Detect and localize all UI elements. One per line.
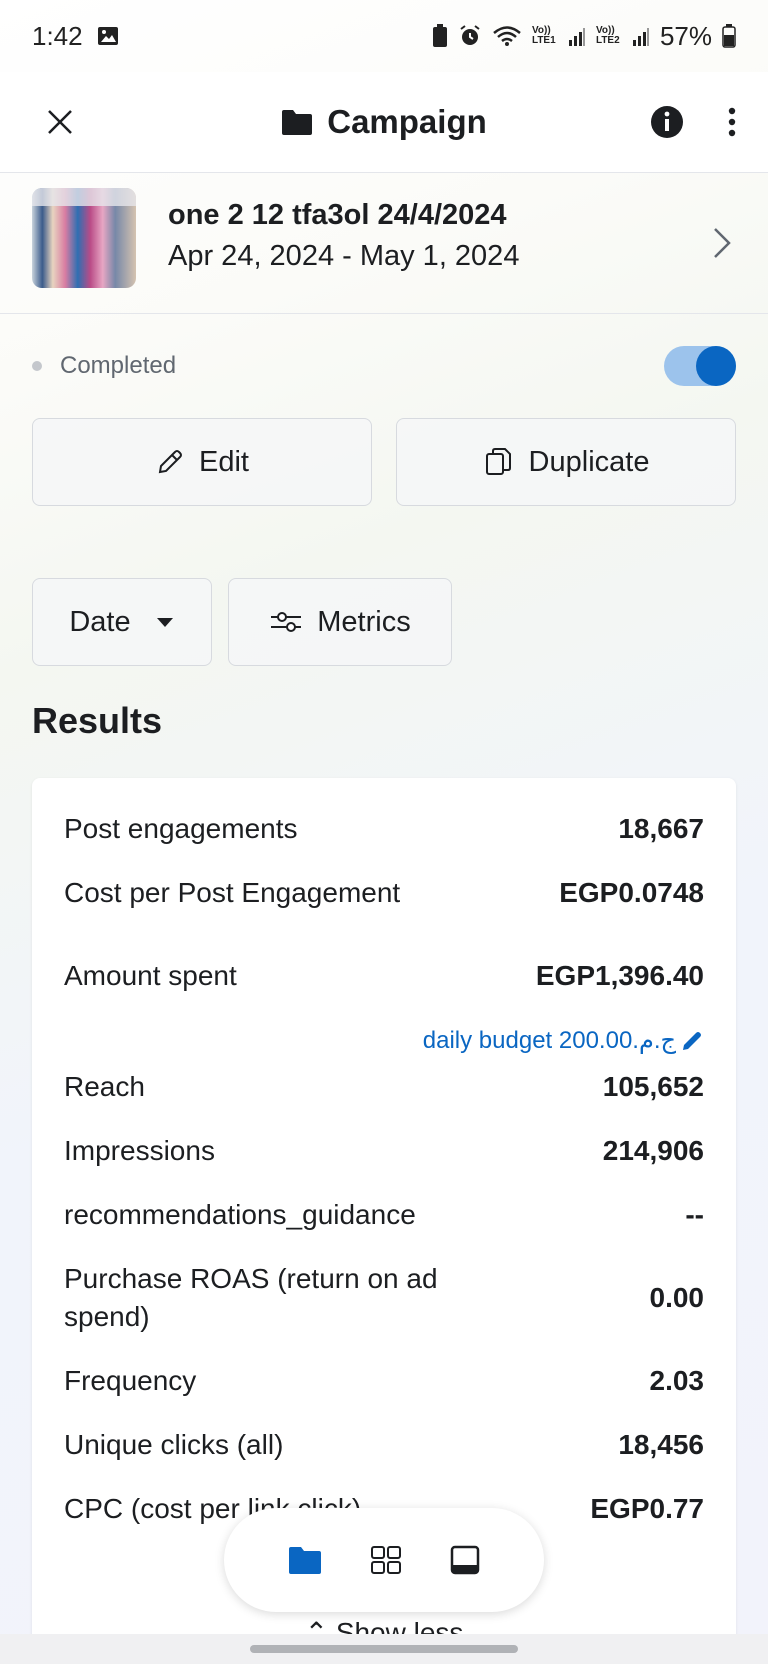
top-app-bar: Campaign xyxy=(0,72,768,172)
metric-row: Purchase ROAS (return on ad spend) 0.00 xyxy=(64,1260,704,1336)
metric-value: 18,667 xyxy=(618,813,704,844)
results-card: Post engagements 18,667 Cost per Post En… xyxy=(32,778,736,1664)
battery-icon xyxy=(722,24,736,48)
battery-percent: 57% xyxy=(659,20,712,51)
pencil-icon xyxy=(683,1031,701,1050)
home-indicator[interactable] xyxy=(250,1645,518,1653)
chevron-right-icon[interactable] xyxy=(706,223,736,263)
metric-value: 0.00 xyxy=(649,1282,705,1313)
metric-value: EGP1,396.40 xyxy=(535,960,704,991)
metric-row: Cost per Post Engagement EGP0.0748 xyxy=(64,874,704,912)
save-battery-icon xyxy=(432,24,447,47)
campaign-name: one 2 12 tfa3ol 24/4/2024 xyxy=(168,199,507,231)
metric-value: EGP0.77 xyxy=(590,1493,704,1524)
close-icon[interactable] xyxy=(46,108,74,136)
signal1-label: Vo)) LTE1 xyxy=(531,25,556,46)
status-bar: 1:42 Vo)) LTE1 Vo)) LTE2 57% xyxy=(0,0,768,72)
toggle-knob xyxy=(696,346,736,386)
metric-value: 105,652 xyxy=(602,1071,704,1102)
metric-label: Post engagements xyxy=(64,813,298,844)
signal-bars-icon xyxy=(568,28,585,46)
metrics-button[interactable]: Metrics xyxy=(228,578,452,666)
metric-label: recommendations_guidance xyxy=(64,1199,416,1230)
metrics-label: Metrics xyxy=(317,605,411,638)
pencil-icon xyxy=(158,450,182,474)
metric-value: 2.03 xyxy=(649,1365,705,1396)
campaign-summary-row[interactable]: one 2 12 tfa3ol 24/4/2024 Apr 24, 2024 -… xyxy=(0,172,768,314)
duplicate-button[interactable]: Duplicate xyxy=(396,418,736,506)
metric-label: Unique clicks (all) xyxy=(64,1429,284,1460)
status-line: Completed xyxy=(32,346,736,386)
metric-row: Impressions 214,906 xyxy=(64,1132,704,1170)
status-dot xyxy=(32,361,42,371)
ad-preview-icon[interactable] xyxy=(450,1545,480,1575)
date-label: Date xyxy=(69,605,131,638)
metric-value: EGP0.0748 xyxy=(559,877,704,908)
metric-label: Cost per Post Engagement xyxy=(64,877,401,908)
status-time: 1:42 xyxy=(32,20,83,51)
metric-row: Post engagements 18,667 xyxy=(64,810,704,848)
folder-icon[interactable] xyxy=(288,1545,322,1575)
signal-bars-icon xyxy=(632,28,649,46)
metric-row: recommendations_guidance -- xyxy=(64,1196,704,1234)
daily-budget-label: daily budget 200.00.ج.م xyxy=(422,1027,676,1054)
alarm-icon xyxy=(460,25,480,45)
more-options-icon[interactable] xyxy=(728,107,736,137)
duplicate-icon xyxy=(485,448,511,475)
duplicate-label: Duplicate xyxy=(528,445,650,478)
results-heading: Results xyxy=(32,700,163,741)
metric-row: Frequency 2.03 xyxy=(64,1362,704,1400)
metric-value: 214,906 xyxy=(602,1135,704,1166)
signal2-label: Vo)) LTE2 xyxy=(595,25,620,46)
edit-label: Edit xyxy=(199,445,249,478)
campaign-dates: Apr 24, 2024 - May 1, 2024 xyxy=(168,240,520,272)
page-title: Campaign xyxy=(327,103,487,140)
gallery-icon xyxy=(97,27,118,45)
sliders-icon xyxy=(271,612,302,632)
edit-button[interactable]: Edit xyxy=(32,418,372,506)
campaign-thumbnail xyxy=(32,188,136,288)
metric-value: -- xyxy=(685,1199,704,1230)
daily-budget-link[interactable]: daily budget 200.00.ج.م xyxy=(423,1026,704,1055)
caret-down-icon xyxy=(156,618,173,627)
campaign-toggle[interactable] xyxy=(664,346,736,386)
grid-icon[interactable] xyxy=(370,1545,402,1575)
metric-label: Frequency xyxy=(64,1365,197,1396)
info-icon[interactable] xyxy=(650,105,684,139)
metric-label: Purchase ROAS (return on ad spend) xyxy=(64,1263,438,1332)
metric-label: Reach xyxy=(64,1071,145,1102)
metric-row: Unique clicks (all) 18,456 xyxy=(64,1426,704,1464)
metric-value: 18,456 xyxy=(618,1429,704,1460)
date-filter-button[interactable]: Date xyxy=(32,578,212,666)
wifi-icon xyxy=(493,26,521,46)
metric-row: Reach 105,652 xyxy=(64,1068,704,1106)
metric-label: Amount spent xyxy=(64,960,237,991)
bottom-navigation xyxy=(224,1508,544,1612)
status-label: Completed xyxy=(60,352,177,379)
metric-row: Amount spent EGP1,396.40 xyxy=(64,938,704,1014)
folder-icon xyxy=(282,110,313,135)
metric-label: Impressions xyxy=(64,1135,215,1166)
